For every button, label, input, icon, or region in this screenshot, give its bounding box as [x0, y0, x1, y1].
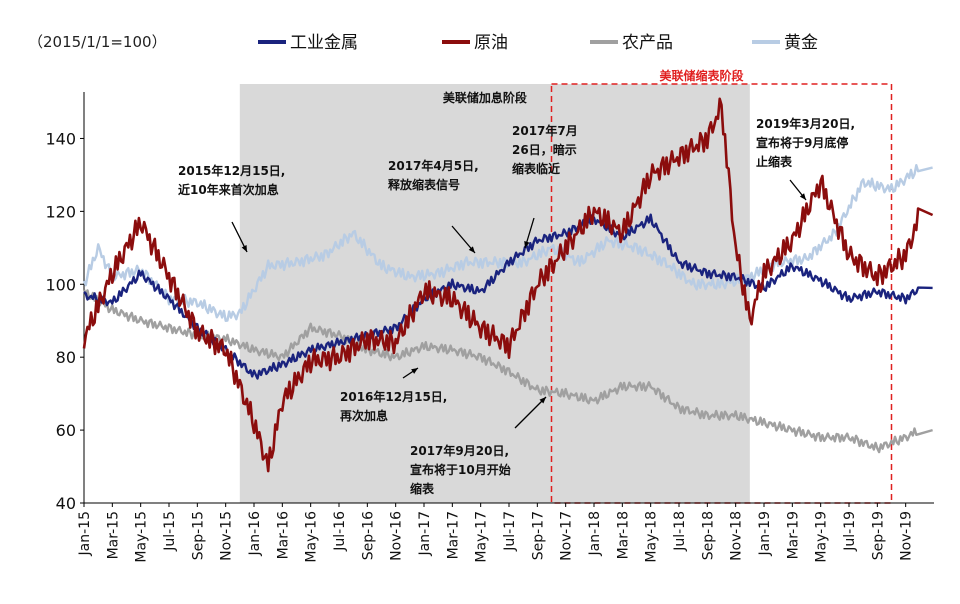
x-tick-label: Sep-18 — [700, 511, 716, 560]
annotation-text-2: 释放缩表信号 — [388, 177, 460, 192]
x-tick-label: Nov-19 — [899, 511, 915, 561]
x-tick-label: Nov-17 — [559, 511, 575, 561]
x-tick-label: Jan-18 — [587, 511, 603, 556]
annotation-text-1: 再次加息 — [340, 408, 388, 423]
annotation-text-5: 止缩表 — [756, 154, 793, 169]
x-tick-label: Jul-16 — [332, 511, 348, 552]
y-tick-label: 80 — [56, 348, 76, 367]
series-line-1 — [82, 97, 934, 473]
x-tick-label: May-16 — [304, 511, 320, 563]
annotation-arrowhead-4 — [539, 397, 546, 404]
x-tick-label: Sep-15 — [190, 511, 206, 560]
x-tick-label: Sep-17 — [530, 511, 546, 560]
hike-phase-region — [239, 84, 750, 503]
annotation-text-4: 缩表 — [410, 481, 435, 496]
x-tick-label: Mar-18 — [615, 511, 631, 559]
annotation-text-3: 缩表临近 — [512, 161, 560, 176]
annotation-text-0: 近10年来首次加息 — [178, 182, 279, 197]
x-tick-label: Jul-15 — [162, 511, 178, 552]
x-tick-label: Jul-18 — [672, 511, 688, 552]
x-tick-label: May-17 — [474, 511, 490, 563]
y-tick-label: 120 — [45, 202, 76, 221]
annotation-text-5: 宣布将于9月底停 — [756, 135, 848, 150]
annotation-arrowhead-0 — [241, 245, 247, 252]
annotation-text-1: 2016年12月15日, — [340, 389, 447, 404]
x-tick-label: Sep-16 — [360, 511, 376, 560]
series-layer — [82, 97, 934, 473]
annotation-text-3: 2017年7月 — [512, 123, 578, 138]
x-tick-label: May-18 — [644, 511, 660, 563]
legend-label-2: 农产品 — [622, 33, 673, 53]
x-tick-label: Jan-15 — [77, 511, 93, 556]
annotation-arrowhead-5 — [799, 193, 806, 200]
x-tick-label: Nov-16 — [389, 511, 405, 561]
regions-layer: 美联储加息阶段 美联储缩表阶段 — [239, 68, 893, 504]
y-tick-label: 40 — [56, 494, 76, 513]
legend-label-1: 原油 — [474, 33, 508, 53]
annotations-layer: 2015年12月15日, 近10年来首次加息 2016年12月15日, 再次加息 201… — [178, 116, 855, 496]
legend: 工业金属 原油 农产品 黄金 — [258, 33, 818, 53]
legend-label-3: 黄金 — [784, 33, 818, 53]
y-tick-label: 60 — [56, 421, 76, 440]
x-tick-label: Jan-16 — [247, 511, 263, 557]
y-tick-label: 100 — [45, 275, 76, 294]
x-tick-label: Mar-19 — [785, 511, 801, 559]
x-tick-label: May-19 — [814, 511, 830, 563]
qt-phase-box — [550, 83, 893, 504]
x-tick-label: Mar-15 — [105, 511, 121, 559]
annotation-text-5: 2019年3月20日, — [756, 116, 855, 131]
x-tick-label: May-15 — [134, 511, 150, 563]
x-tick-label: Jan-17 — [417, 511, 433, 556]
annotation-text-3: 26日，暗示 — [512, 142, 577, 157]
annotation-text-0: 2015年12月15日, — [178, 163, 285, 178]
x-tick-label: Nov-15 — [219, 511, 235, 561]
annotation-arrow-4 — [514, 396, 547, 429]
x-tick-label: Nov-18 — [729, 511, 745, 561]
annotation-text-2: 2017年4月5日, — [388, 158, 479, 173]
annotation-text-4: 宣布将于10月开始 — [410, 462, 511, 477]
hike-phase-label: 美联储加息阶段 — [443, 90, 528, 105]
annotation-text-4: 2017年9月20日, — [410, 443, 509, 458]
x-tick-label: Jan-19 — [757, 511, 773, 556]
legend-label-0: 工业金属 — [290, 33, 358, 53]
qt-phase-label: 美联储缩表阶段 — [659, 68, 744, 83]
y-tick-label: 140 — [45, 129, 76, 148]
annotation-arrowhead-3 — [524, 241, 530, 248]
x-tick-label: Jul-19 — [842, 511, 858, 552]
x-tick-label: Mar-17 — [445, 511, 461, 559]
series-line-2 — [82, 289, 933, 454]
x-tick-label: Sep-19 — [870, 511, 886, 560]
unit-label: （2015/1/1=100） — [28, 33, 167, 51]
axes: 40 60 80 100 120 140 Jan-15 Mar-15 May-15 Jul-15 S… — [45, 92, 934, 563]
x-tick-label: Mar-16 — [275, 511, 291, 559]
annotation-arrowhead-2 — [468, 246, 475, 253]
x-tick-label: Jul-17 — [502, 511, 518, 552]
annotation-arrowhead-1 — [411, 368, 418, 374]
